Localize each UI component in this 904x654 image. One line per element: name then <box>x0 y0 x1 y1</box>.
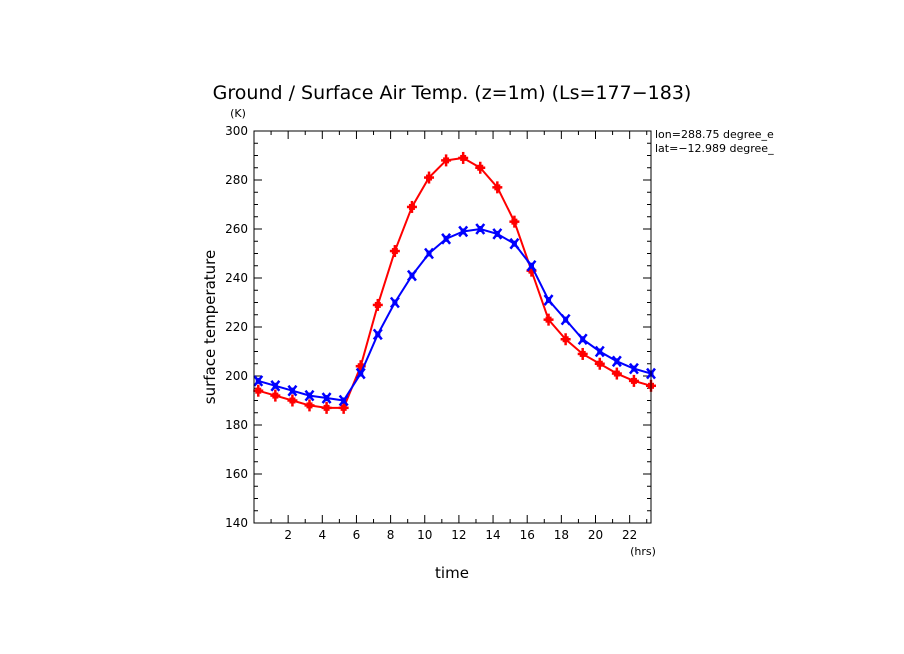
x-tick-label: 2 <box>284 528 292 542</box>
data-point <box>543 294 554 306</box>
data-point <box>628 362 639 375</box>
y-unit-label: (K) <box>230 107 246 120</box>
info-lon: lon=288.75 degree_e <box>655 128 774 141</box>
plot-frame <box>253 130 652 524</box>
x-tick-label: 18 <box>554 528 569 542</box>
data-point <box>355 367 366 380</box>
x-axis-label: time <box>435 564 469 582</box>
data-point <box>253 384 264 397</box>
x-unit-label: (hrs) <box>630 545 656 558</box>
y-tick-label: 160 <box>225 467 248 481</box>
data-point <box>389 245 400 258</box>
y-tick-label: 280 <box>225 173 248 187</box>
data-point <box>509 215 520 228</box>
data-point <box>577 333 588 346</box>
data-point <box>594 345 605 358</box>
data-point <box>492 181 503 194</box>
x-tick-label: 10 <box>417 528 432 542</box>
data-point <box>458 151 469 164</box>
data-point <box>406 200 417 213</box>
data-point <box>270 380 281 392</box>
y-tick-label: 240 <box>225 271 248 285</box>
series-line-1 <box>257 156 652 409</box>
x-tick-label: 6 <box>353 528 361 542</box>
series-line-2 <box>257 227 652 402</box>
data-point <box>475 223 486 235</box>
y-axis-label: surface temperature <box>201 250 219 405</box>
chart-title: Ground / Surface Air Temp. (z=1m) (Ls=17… <box>213 82 692 104</box>
x-tick-label: 4 <box>318 528 326 542</box>
data-point <box>304 399 315 412</box>
data-point <box>287 384 298 397</box>
data-point <box>611 355 622 368</box>
data-point <box>304 389 315 402</box>
data-point <box>424 247 434 260</box>
data-point <box>458 225 469 238</box>
x-tick-label: 12 <box>451 528 466 542</box>
data-point <box>441 233 452 245</box>
data-point <box>372 328 383 341</box>
data-point <box>253 375 264 387</box>
y-tick-label: 220 <box>225 320 248 334</box>
y-tick-label: 300 <box>225 124 248 138</box>
x-tick-label: 14 <box>485 528 500 542</box>
data-point <box>560 333 571 346</box>
x-tick-label: 8 <box>387 528 395 542</box>
data-point <box>287 394 298 407</box>
data-point <box>389 296 400 309</box>
series-layer <box>253 151 656 414</box>
data-point <box>560 313 571 326</box>
x-tick-label: 20 <box>588 528 603 542</box>
y-tick-label: 260 <box>225 222 248 236</box>
data-point <box>526 259 537 272</box>
data-point <box>321 392 332 404</box>
info-lat: lat=−12.989 degree_ <box>655 142 774 155</box>
x-tick-label: 22 <box>622 528 637 542</box>
data-point <box>475 161 486 174</box>
y-tick-label: 200 <box>225 369 248 383</box>
y-tick-label: 140 <box>225 516 248 530</box>
data-point <box>338 401 349 414</box>
data-point <box>543 313 554 326</box>
data-point <box>338 394 349 407</box>
data-point <box>594 357 605 370</box>
data-point <box>611 367 622 380</box>
y-tick-label: 180 <box>225 418 248 432</box>
axis-ticks: 2 4 6 8 10 12 14 16 18 20 22 140 160 180 200 220 240 260 2… <box>225 124 651 542</box>
data-point <box>321 401 332 414</box>
data-point <box>577 347 588 360</box>
data-point <box>492 228 503 240</box>
data-point <box>406 269 417 282</box>
x-tick-label: 16 <box>520 528 535 542</box>
data-point <box>509 237 520 250</box>
data-point <box>424 171 435 184</box>
data-point <box>372 298 383 311</box>
data-point <box>628 374 639 387</box>
data-point <box>270 389 281 402</box>
data-point <box>441 154 452 167</box>
